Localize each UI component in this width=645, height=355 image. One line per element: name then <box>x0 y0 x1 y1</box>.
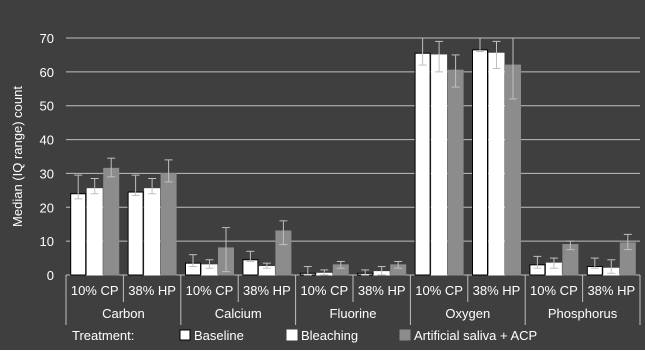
legend-title: Treatment: <box>72 328 134 343</box>
x-group-label: Oxygen <box>445 306 490 321</box>
legend-swatch <box>286 329 298 341</box>
y-tick-label: 40 <box>40 133 54 148</box>
y-tick-label: 70 <box>40 31 54 46</box>
bar <box>472 49 488 276</box>
y-tick-label: 30 <box>40 166 54 181</box>
bar <box>144 188 161 276</box>
x-group-label: Phosphorus <box>548 306 618 321</box>
x-group-label: Calcium <box>215 306 262 321</box>
x-subgroup-label: 38% HP <box>473 283 521 298</box>
x-subgroup-label: 10% CP <box>186 283 234 298</box>
x-subgroup-label: 10% CP <box>415 283 463 298</box>
bar <box>70 193 87 276</box>
legend-label: Artificial saliva + ACP <box>414 328 537 343</box>
bar <box>242 259 259 276</box>
y-tick-label: 60 <box>40 65 54 80</box>
x-subgroup-label: 38% HP <box>128 283 176 298</box>
bar <box>488 52 505 276</box>
x-subgroup-label: 10% CP <box>71 283 119 298</box>
y-tick-label: 20 <box>40 200 54 215</box>
bar <box>431 54 448 276</box>
legend-label: Bleaching <box>301 328 358 343</box>
y-tick-label: 0 <box>47 268 54 283</box>
x-subgroup-label: 38% HP <box>358 283 406 298</box>
x-subgroup-label: 10% CP <box>530 283 578 298</box>
x-subgroup-label: 38% HP <box>587 283 635 298</box>
bar <box>103 167 120 276</box>
legend-label: Baseline <box>194 328 244 343</box>
x-subgroup-label: 10% CP <box>300 283 348 298</box>
bar <box>414 52 431 276</box>
bar <box>447 69 464 276</box>
bar <box>86 188 103 276</box>
bar <box>160 172 177 276</box>
y-tick-label: 10 <box>40 234 54 249</box>
y-axis-title: Median (IQ range) count <box>10 86 25 227</box>
y-tick-label: 50 <box>40 99 54 114</box>
legend-swatch <box>399 329 411 341</box>
bar <box>127 191 144 276</box>
x-group-label: Carbon <box>102 306 145 321</box>
x-subgroup-label: 38% HP <box>243 283 291 298</box>
legend-swatch <box>179 329 191 341</box>
x-group-label: Fluorine <box>330 306 377 321</box>
